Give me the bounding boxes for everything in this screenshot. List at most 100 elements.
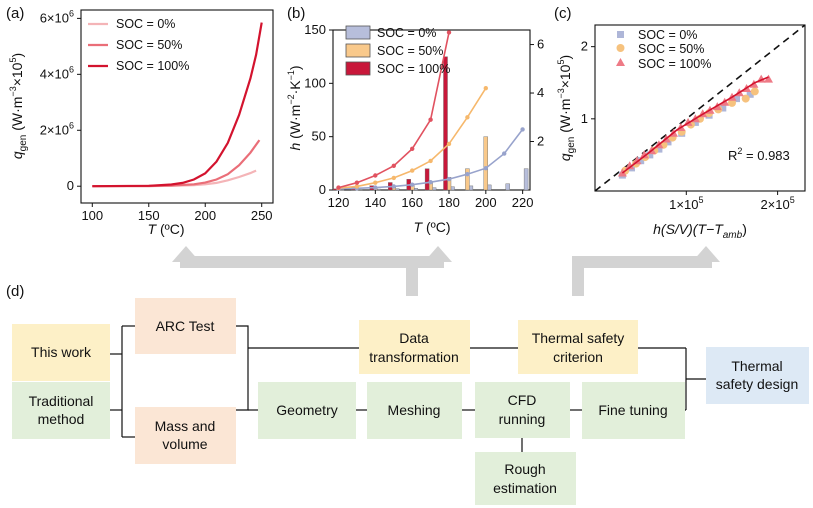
b-ytick-right-label-0: 2 (537, 134, 544, 149)
legend-soc50-label: SOC = 50% (377, 44, 443, 58)
b-line-point-2-0 (336, 185, 341, 190)
panel-c-label: (c) (554, 5, 572, 22)
b-line-point-0-10 (520, 127, 525, 132)
thermal-safety-design-text-1: Thermal (731, 358, 782, 374)
b-ytick-label-0: 0 (319, 182, 326, 197)
criterion-text-2: criterion (553, 349, 603, 365)
b-ytick-right-label-1: 4 (537, 85, 544, 100)
legend-soc100-label: SOC = 100% (638, 57, 711, 71)
a-xtick-label-1: 150 (138, 208, 160, 223)
legend-soc0-label: SOC = 0% (377, 26, 436, 40)
c-point-0-10 (733, 95, 740, 103)
c-fit-line (621, 76, 769, 174)
c-point-0-2 (637, 157, 645, 165)
cfd-running-text-1: CFD (508, 392, 537, 408)
b-line-point-2-2 (373, 173, 378, 178)
arrow-head-a (172, 246, 200, 262)
panel-a-xlabel: T (ºC) (148, 221, 185, 237)
meshing-box (367, 382, 462, 439)
fine-tuning-text: Fine tuning (598, 402, 667, 418)
panel-c-ylabel: qgen (W·m−3×105) (556, 55, 577, 161)
c-ytick-label-0: 1 (581, 111, 588, 126)
c-point-0-9 (719, 104, 727, 112)
b-line-point-2-6 (446, 30, 452, 35)
data-transformation-box (359, 320, 470, 374)
b-ytick-label-3: 150 (304, 22, 326, 37)
c-point-2-2 (632, 156, 642, 165)
panel-b-xlabel: T (ºC) (414, 219, 451, 235)
panel-c-frame (594, 24, 806, 192)
legend-soc0-label: SOC = 0% (116, 17, 175, 31)
c-point-0-4 (655, 145, 663, 153)
data-transformation-text-2: transformation (369, 349, 458, 365)
arc-test-box (135, 298, 236, 354)
b-line-point-2-5 (428, 117, 433, 122)
b-line-point-0-2 (373, 185, 378, 190)
this-work-box (12, 324, 110, 381)
panel-b-ylabel: h (W·m−2·K−1) (286, 65, 303, 150)
cfd-running-text-2: running (499, 411, 546, 427)
thermal-safety-design-box (706, 347, 809, 404)
data-transformation-text-1: Data (399, 330, 429, 346)
arrow-to-panel-a (180, 256, 418, 296)
c-point-2-20 (764, 74, 773, 83)
b-ytick-label-1: 50 (312, 129, 326, 144)
b-line-point-0-5 (428, 180, 433, 185)
b-line-point-0-8 (483, 166, 488, 171)
traditional-method-box (12, 382, 110, 439)
legend-soc100-swatch (345, 61, 371, 76)
arrow-to-panel-c (572, 256, 712, 296)
traditional-text-2: method (38, 411, 85, 427)
rough-estimation-text-2: estimation (493, 480, 557, 496)
cfd-running-box (475, 382, 570, 438)
legend-soc0-label: SOC = 0% (638, 28, 697, 42)
a-xtick-label-0: 100 (81, 208, 103, 223)
c-point-1-13 (750, 87, 759, 96)
panel-d-label: (d) (6, 283, 24, 300)
b-xtick-label-2: 160 (401, 195, 423, 210)
criterion-text-1: Thermal safety (532, 330, 625, 346)
a-series-line-2 (92, 22, 263, 188)
panel-c-xlabel: h(S/V)(T−Tamb) (653, 221, 747, 241)
arc-test-text: ARC Test (156, 318, 215, 334)
a-xtick-label-2: 200 (194, 208, 216, 223)
arrow-head-b (424, 246, 452, 262)
b-line-point-0-7 (465, 172, 470, 177)
c-point-0-7 (691, 118, 699, 126)
b-line-point-1-7 (465, 115, 470, 120)
panel-c-legend: SOC = 0% SOC = 50% SOC = 100% (616, 28, 711, 71)
c-point-0-11 (746, 90, 754, 98)
traditional-text-1: Traditional (29, 393, 94, 409)
b-line-1 (338, 87, 487, 189)
b-bar-0-10 (523, 168, 529, 191)
mass-volume-text-2: volume (162, 436, 207, 452)
legend-soc100-label: SOC = 100% (377, 62, 450, 76)
connector-right-bracket (236, 325, 249, 411)
b-xtick-label-5: 220 (512, 195, 534, 210)
panel-c-chart: (c) 1×105 2×105 1 2 SOC = 0% SOC = 50% SOC … (554, 5, 806, 241)
meshing-text: Meshing (388, 402, 441, 418)
panel-a-chart: (a) 100 150 200 250 0 2×106 4×106 6×106 SOC = 0… (6, 5, 274, 237)
panel-b-legend: SOC = 0% SOC = 50% SOC = 100% (345, 25, 450, 76)
legend-soc100-label: SOC = 100% (116, 59, 189, 73)
b-line-point-1-3 (391, 175, 396, 181)
b-line-point-1-2 (373, 180, 378, 185)
criterion-box (518, 320, 638, 374)
fine-tuning-box (582, 382, 685, 439)
this-work-text: This work (31, 344, 92, 360)
mass-volume-text-1: Mass and (155, 418, 216, 434)
b-line-point-0-4 (410, 182, 415, 187)
legend-soc50-label: SOC = 50% (638, 42, 704, 56)
b-line-point-2-4 (410, 146, 415, 151)
geometry-box (258, 382, 356, 439)
b-bar-2-6 (443, 56, 448, 191)
c-point-1-12 (741, 94, 750, 103)
panel-a-frame (80, 9, 274, 204)
a-xtick-label-3: 250 (251, 208, 273, 223)
legend-soc0-swatch (345, 25, 371, 40)
r-squared-annotation: R2 = 0.983 (728, 146, 790, 163)
a-ytick-label-0: 0 (67, 178, 74, 193)
legend-soc100-marker (616, 58, 625, 66)
legend-soc50-swatch (345, 43, 371, 58)
